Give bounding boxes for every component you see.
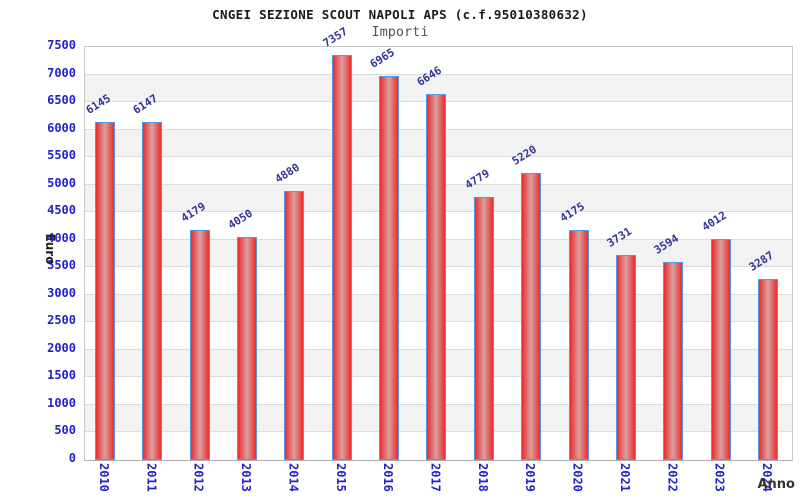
x-tick-label: 2018 [475, 463, 490, 492]
bar-2011 [142, 122, 163, 460]
bar-2023 [710, 239, 731, 460]
x-tick-label: 2024 [759, 463, 774, 492]
bar-2019 [521, 173, 542, 460]
x-tick-label: 2023 [712, 463, 727, 492]
x-tick-label: 2013 [239, 463, 254, 492]
y-tick-label: 4500 [47, 203, 76, 218]
y-tick-label: 5500 [47, 148, 76, 163]
x-tick-label: 2022 [665, 463, 680, 492]
y-tick-label: 1500 [47, 368, 76, 383]
chart-title: CNGEI SEZIONE SCOUT NAPOLI APS (c.f.9501… [212, 7, 588, 22]
x-tick-label: 2014 [286, 463, 301, 492]
background-band [85, 47, 792, 75]
y-tick-label: 5000 [47, 175, 76, 190]
x-tick-label: 2020 [570, 463, 585, 492]
x-axis-title: Anno [757, 477, 795, 492]
y-tick-label: 7000 [47, 65, 76, 80]
bar-2022 [663, 262, 684, 460]
bar-2024 [757, 279, 778, 460]
bar-2012 [189, 230, 210, 460]
y-tick-label: 6500 [47, 93, 76, 108]
y-tick-label: 0 [68, 451, 76, 465]
bar-2016 [379, 76, 400, 460]
bar-2014 [284, 191, 305, 460]
chart-subtitle: Importi [371, 24, 429, 40]
y-tick-label: 2000 [47, 340, 76, 355]
plot-area: 6145 6147 4179 4050 4880 7357 6965 6646 4779 5220… [84, 25, 793, 461]
x-tick-label: 2016 [381, 463, 396, 492]
y-tick-label: 3500 [47, 258, 76, 273]
bar-2013 [237, 237, 258, 460]
bar-2017 [426, 94, 447, 460]
y-tick-label: 1000 [47, 395, 76, 410]
bar-2020 [568, 230, 589, 460]
bar-2018 [473, 197, 494, 460]
y-tick-label: 4000 [47, 230, 76, 245]
y-tick-label: 500 [54, 423, 76, 438]
x-tick-label: 2021 [617, 463, 632, 492]
gridline [85, 74, 792, 75]
y-tick-label: 7500 [47, 38, 76, 52]
y-tick-label: 6000 [47, 120, 76, 135]
bar-2010 [95, 122, 115, 460]
y-axis-title: Euro [43, 233, 57, 265]
x-tick-label: 2012 [191, 463, 206, 492]
bar-2021 [615, 255, 636, 460]
x-tick-label: 2010 [97, 463, 111, 492]
x-tick-label: 2017 [428, 463, 443, 492]
x-tick-label: 2019 [523, 463, 538, 492]
bar-2015 [331, 55, 352, 460]
x-tick-label: 2011 [144, 463, 159, 492]
y-tick-label: 2500 [47, 313, 76, 328]
y-tick-label: 3000 [47, 285, 76, 300]
x-tick-label: 2015 [333, 463, 348, 492]
